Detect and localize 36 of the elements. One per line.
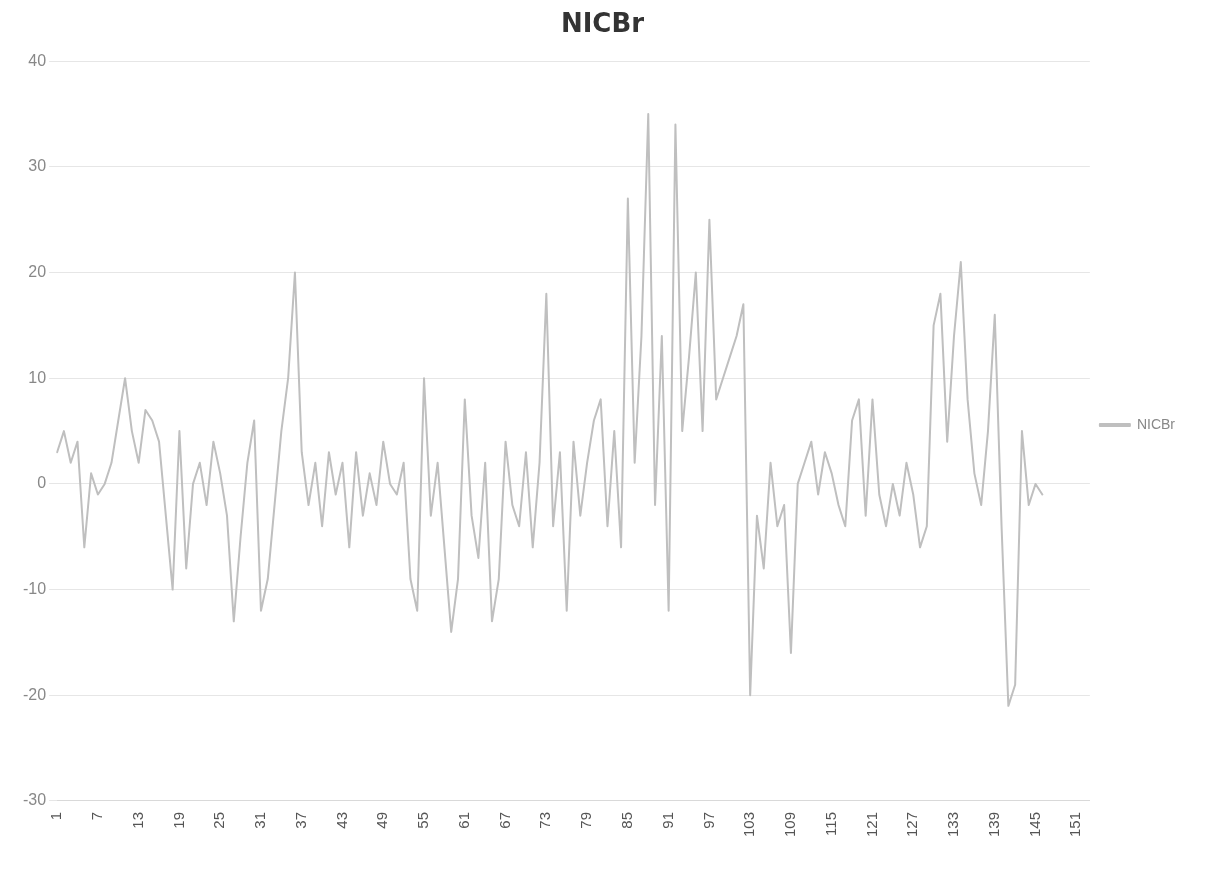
x-tick-label: 115 (821, 811, 839, 836)
x-tick-label: 31 (251, 811, 269, 829)
y-tick-label: 0 (37, 474, 47, 492)
x-tick-label: 67 (495, 811, 513, 829)
x-tick-label: 109 (781, 811, 799, 837)
x-tick-label: 25 (210, 811, 228, 829)
x-tick-label: 13 (128, 811, 146, 829)
x-tick-label: 145 (1025, 811, 1043, 837)
x-tick-label: 97 (699, 811, 717, 829)
x-tick-label: 73 (536, 811, 554, 829)
x-tick-label: 37 (291, 811, 309, 829)
x-tick-label: 79 (577, 811, 595, 829)
x-tick-label: 91 (658, 811, 676, 829)
x-tick-label: 139 (984, 811, 1002, 837)
x-tick-label: 133 (944, 811, 962, 837)
x-tick-label: 127 (903, 811, 921, 837)
x-tick-label: 19 (169, 811, 187, 829)
x-tick-label: 85 (618, 811, 635, 829)
x-tick-label: 103 (740, 811, 758, 837)
x-tick-label: 121 (862, 811, 880, 837)
x-tick-label: 7 (88, 811, 106, 821)
x-tick-label: 49 (373, 811, 391, 829)
x-tick-label: 61 (454, 811, 472, 829)
y-tick-label: -10 (23, 580, 47, 598)
x-tick-label: 55 (414, 811, 432, 829)
y-tick-label: 20 (28, 262, 47, 280)
y-tick-label: -30 (23, 791, 47, 809)
y-tick-label: -20 (23, 685, 47, 703)
x-tick-label: 151 (1066, 811, 1084, 837)
x-tick-label: 43 (332, 811, 350, 829)
y-tick-label: 40 (28, 51, 47, 69)
chart-title: NICBr (560, 8, 645, 39)
y-tick-label: 10 (28, 368, 47, 386)
x-tick-label: 1 (47, 811, 65, 821)
y-tick-label: 30 (28, 157, 47, 175)
legend-label: NICBr (1136, 415, 1176, 432)
